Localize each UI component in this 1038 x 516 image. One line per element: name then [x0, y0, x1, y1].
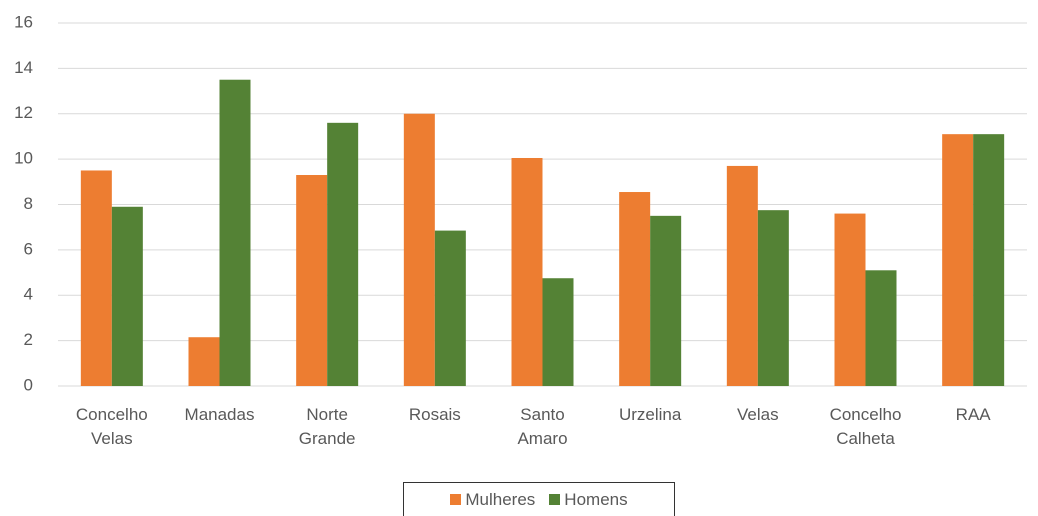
legend-swatch [549, 494, 561, 505]
bar [511, 157, 543, 386]
y-tick-label: 16 [14, 12, 33, 31]
bar [403, 113, 435, 386]
bar [188, 337, 220, 386]
bar [80, 170, 112, 386]
bar [296, 175, 328, 386]
bar [757, 210, 789, 386]
y-tick-label: 12 [14, 103, 33, 122]
bar [327, 122, 359, 386]
bar [942, 134, 974, 386]
legend-swatch [450, 494, 462, 505]
x-tick-label: Urzelina [618, 405, 682, 424]
x-tick-label: Concelho Calheta [829, 405, 902, 448]
y-tick-label: 14 [14, 58, 33, 77]
legend-item: Homens [549, 489, 628, 510]
y-tick-label: 10 [14, 149, 33, 168]
bar [542, 278, 574, 386]
bar [973, 134, 1005, 386]
x-tick-label: Concelho Velas [75, 405, 148, 448]
y-tick-label: 6 [24, 239, 33, 258]
bar [219, 79, 251, 386]
y-tick-label: 0 [24, 375, 33, 394]
x-tick-label: RAA [955, 405, 991, 424]
x-tick-label: Velas [737, 405, 779, 424]
bar [865, 270, 897, 386]
bar [834, 213, 866, 386]
bar [726, 165, 758, 386]
y-tick-label: 4 [24, 285, 33, 304]
bar [650, 215, 682, 386]
bar [434, 230, 466, 386]
legend-label: Homens [564, 489, 628, 509]
bar [619, 192, 651, 386]
x-tick-label: Santo Amaro [517, 405, 568, 448]
x-tick-label: Manadas [184, 405, 255, 424]
y-tick-label: 2 [24, 330, 33, 349]
legend-item: Mulheres [450, 490, 535, 510]
y-tick-label: 8 [24, 194, 33, 213]
x-tick-label: Norte Grande [298, 405, 356, 448]
x-tick-label: Rosais [408, 405, 461, 424]
legend: Mulheres Homens [403, 482, 675, 516]
bar [111, 206, 143, 386]
legend-label: Mulheres [465, 489, 536, 509]
